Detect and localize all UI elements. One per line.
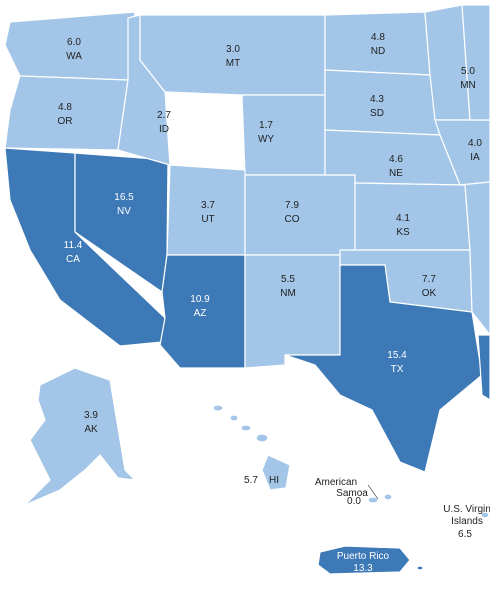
value: 4.8 <box>58 102 72 113</box>
state-or <box>4 75 129 151</box>
state-ak <box>24 367 137 506</box>
value: 4.1 <box>396 213 410 224</box>
abbr: OR <box>58 116 73 127</box>
state-ks <box>354 182 471 251</box>
puerto-rico <box>317 545 411 575</box>
territories <box>24 367 490 575</box>
abbr: UT <box>201 214 214 225</box>
labels: 6.0 WA 3.0 MT 4.8 ND 5.0 MN 4.8 OR 2.7 ID 1.7 W… <box>58 32 490 574</box>
samoa <box>367 493 393 504</box>
value: 5.7 <box>244 475 258 486</box>
abbr: WA <box>66 51 82 62</box>
abbr: NE <box>389 168 403 179</box>
state-wy <box>241 94 326 176</box>
state-hi <box>212 404 291 491</box>
value: 3.9 <box>84 410 98 421</box>
state-mo <box>459 181 490 336</box>
abbr: WY <box>258 134 274 145</box>
abbr: MT <box>226 58 240 69</box>
abbr: U.S. Virgin Islands <box>443 504 490 527</box>
state-nd <box>324 11 431 76</box>
value: 7.9 <box>285 200 299 211</box>
abbr: NV <box>117 206 131 217</box>
value: 0.0 <box>347 496 361 507</box>
state-east <box>461 4 490 121</box>
abbr: HI <box>269 475 279 486</box>
abbr: NM <box>280 288 296 299</box>
abbr: CA <box>66 254 80 265</box>
abbr: AK <box>84 424 98 435</box>
value: 4.0 <box>468 138 482 149</box>
value: 4.3 <box>370 94 384 105</box>
value: 13.3 <box>353 563 373 574</box>
value: 6.0 <box>67 37 81 48</box>
value: 4.6 <box>389 154 403 165</box>
abbr: ND <box>371 46 385 57</box>
value: 6.5 <box>458 529 472 540</box>
vi <box>480 511 490 519</box>
value: 7.7 <box>422 274 436 285</box>
value: 11.4 <box>64 240 83 251</box>
abbr: OK <box>422 288 437 299</box>
value: 2.7 <box>157 110 171 121</box>
state-nm <box>244 254 341 369</box>
value: 3.0 <box>226 44 240 55</box>
value: 5.0 <box>461 66 475 77</box>
abbr: Puerto Rico <box>337 551 390 562</box>
value: 15.4 <box>387 350 407 361</box>
state-co <box>244 174 356 256</box>
value: 4.8 <box>371 32 385 43</box>
abbr: MN <box>460 80 476 91</box>
state-la <box>477 334 490 401</box>
value: 3.7 <box>201 200 215 211</box>
states <box>4 4 490 473</box>
state-mt <box>139 14 326 96</box>
abbr: IA <box>470 152 480 163</box>
abbr: KS <box>396 227 410 238</box>
value: 1.7 <box>259 120 273 131</box>
abbr: CO <box>285 214 300 225</box>
abbr: ID <box>159 124 169 135</box>
abbr: SD <box>370 108 384 119</box>
value: 10.9 <box>190 294 210 305</box>
abbr: American Samoa <box>315 477 368 499</box>
abbr: TX <box>391 364 404 375</box>
abbr: AZ <box>194 308 207 319</box>
value: 16.5 <box>114 192 134 203</box>
value: 5.5 <box>281 274 295 285</box>
state-tx <box>284 264 483 473</box>
